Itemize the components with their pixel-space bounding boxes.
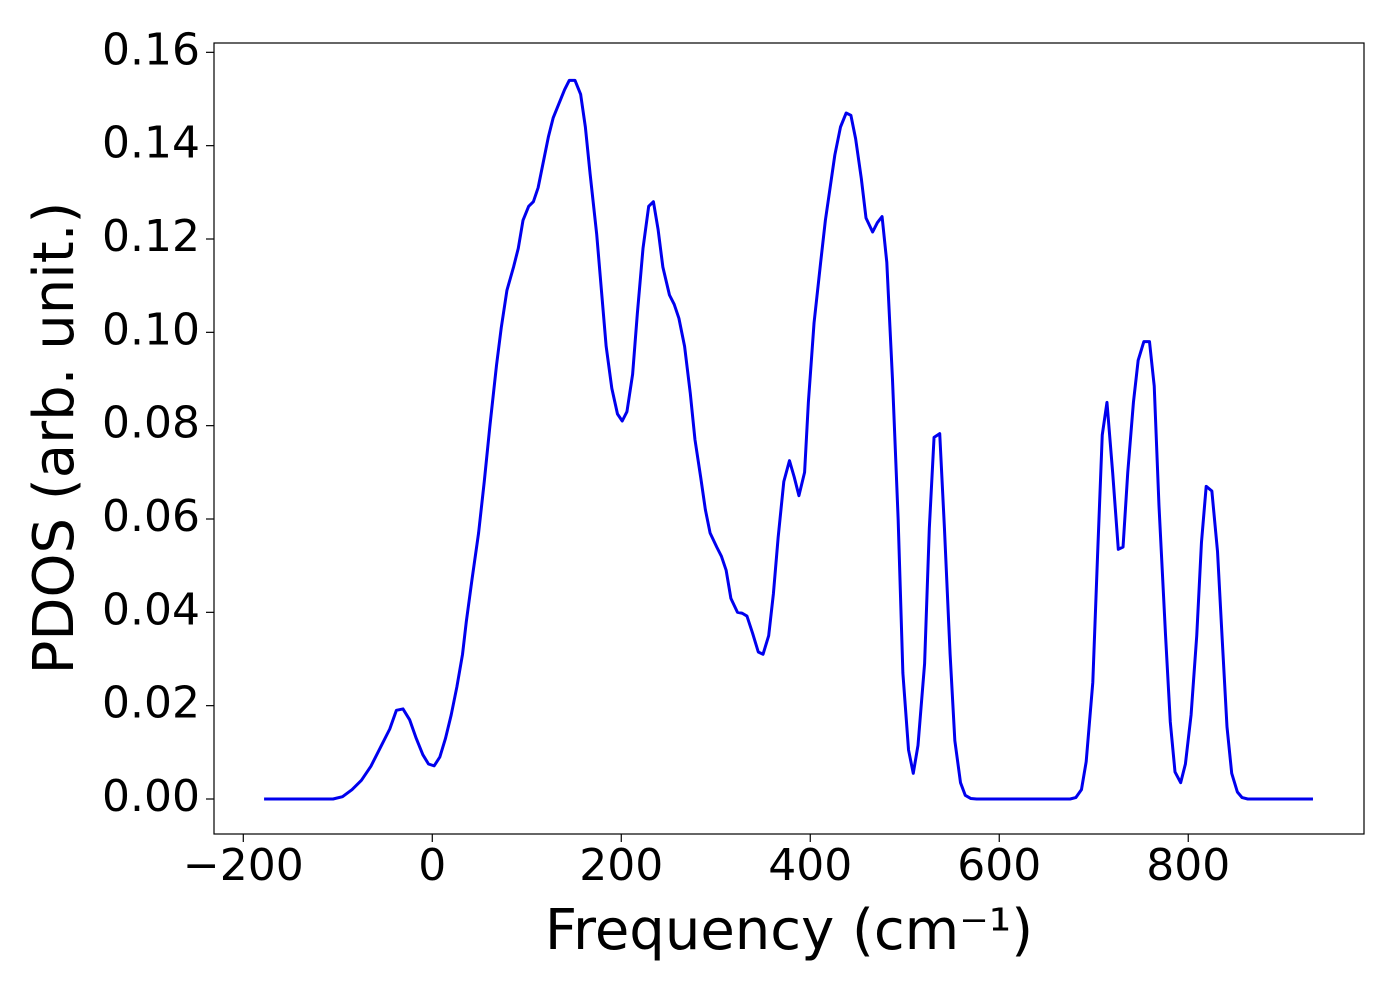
y-tick-label: 0.10 xyxy=(102,304,200,355)
x-tick-label: 200 xyxy=(579,840,663,891)
y-tick-label: 0.08 xyxy=(102,398,200,449)
y-axis-label: PDOS (arb. unit.) xyxy=(22,202,87,675)
y-tick-label: 0.02 xyxy=(102,678,200,729)
y-tick-label: 0.06 xyxy=(102,491,200,542)
x-tick-label: 0 xyxy=(418,840,446,891)
x-tick-label: −200 xyxy=(183,840,304,891)
x-tick-label: 400 xyxy=(768,840,852,891)
x-axis-label: Frequency (cm⁻¹) xyxy=(545,898,1033,963)
y-tick-label: 0.14 xyxy=(102,118,200,169)
y-tick-label: 0.04 xyxy=(102,584,200,635)
x-tick-label: 600 xyxy=(957,840,1041,891)
y-tick-label: 0.00 xyxy=(102,771,200,822)
y-tick-label: 0.12 xyxy=(102,211,200,262)
y-tick-label: 0.16 xyxy=(102,24,200,75)
x-tick-label: 800 xyxy=(1146,840,1230,891)
plot-frame xyxy=(213,42,1365,835)
line-series xyxy=(264,78,1313,801)
